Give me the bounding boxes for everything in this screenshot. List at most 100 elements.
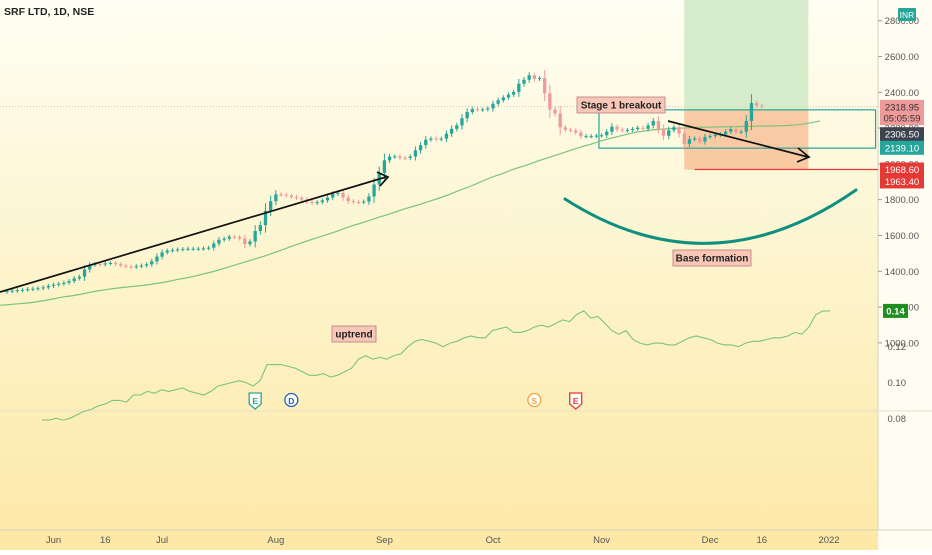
candle-body (51, 284, 56, 286)
candle-body (594, 135, 599, 137)
candle-body (160, 252, 164, 257)
candle-body (155, 256, 159, 262)
base-formation-label-text: Base formation (676, 254, 749, 265)
candle-body (465, 112, 469, 119)
candle (186, 246, 190, 252)
candle-body (393, 156, 397, 158)
candle (692, 136, 697, 142)
candle (584, 134, 588, 139)
time-tick-label: Nov (593, 535, 610, 546)
candle-body (398, 156, 402, 158)
event-marker-shape (527, 392, 542, 408)
candle-body (325, 197, 330, 201)
candle-body (341, 192, 345, 198)
candle (672, 124, 676, 133)
candle-body (300, 197, 304, 200)
price-tick-label: 1800.00 (885, 195, 919, 206)
candle (605, 129, 609, 138)
candle-body (5, 291, 9, 293)
event-marker-shape (248, 392, 262, 410)
candle-body (382, 160, 387, 173)
moving-average-line (0, 120, 821, 306)
candle (227, 234, 231, 241)
candle (625, 127, 630, 133)
candle-body (729, 129, 733, 132)
candle (26, 287, 30, 292)
candle (253, 225, 257, 248)
candle (325, 195, 330, 203)
candle-body (186, 248, 190, 250)
candle (682, 127, 686, 150)
candle-body (646, 125, 650, 129)
event-marker: D (284, 392, 299, 408)
candle-body (263, 210, 268, 226)
candle (144, 262, 149, 268)
candle-body (682, 133, 686, 144)
candle (413, 146, 418, 161)
candle-body (599, 135, 604, 137)
candle (527, 72, 531, 83)
price-tick-label: 1400.00 (885, 267, 919, 278)
candle (729, 126, 733, 134)
price-tag: 2139.10 (880, 140, 924, 155)
candle (320, 198, 325, 205)
price-tag: 1963.40 (880, 174, 924, 189)
base-formation-label: Base formation (672, 249, 752, 267)
candle-body (636, 127, 640, 130)
candle (387, 153, 392, 164)
candle-body (46, 285, 51, 288)
candle-body (563, 127, 568, 130)
candle-body (372, 184, 376, 197)
candle (289, 193, 293, 200)
candle-body (527, 75, 531, 80)
price-tag-box (880, 174, 924, 189)
candle-body (222, 238, 226, 240)
candle-body (537, 78, 542, 80)
candle (124, 263, 128, 269)
uptrend-label-text: uptrend (335, 330, 372, 341)
breakout-arrow-head (796, 147, 811, 163)
candle-body (620, 129, 624, 131)
candle-body (232, 236, 237, 238)
candle (444, 130, 449, 142)
candle-body (418, 145, 423, 151)
candle (82, 265, 87, 281)
candle-body (574, 130, 578, 133)
candle (41, 285, 45, 291)
candle (408, 154, 412, 161)
candle (150, 258, 154, 267)
candle (429, 136, 433, 142)
candle-body (310, 201, 314, 203)
candle (129, 264, 133, 270)
candle-body (258, 225, 262, 232)
candle-body (475, 109, 480, 111)
price-tag-box (880, 140, 924, 155)
candle (341, 189, 345, 201)
stage1-breakout-label: Stage 1 breakout (576, 96, 666, 114)
candle (196, 246, 200, 251)
candle (512, 89, 516, 97)
candle (434, 136, 438, 142)
candle-body (739, 131, 743, 133)
indicator-last-tag-box (883, 303, 908, 318)
candle (744, 115, 748, 138)
price-tag-box (880, 111, 924, 126)
candle (88, 261, 92, 273)
candle (222, 236, 226, 242)
event-marker-letter: E (573, 396, 579, 406)
event-marker-shape (569, 392, 583, 410)
indicator-last-tag-text: 0.14 (886, 306, 905, 317)
price-tag-text: 2318.95 (885, 102, 919, 113)
candle-body (444, 133, 449, 139)
candle-body (553, 109, 557, 114)
uptrend-arrow-line (0, 176, 387, 293)
candle (760, 103, 764, 109)
candle-body (506, 94, 511, 98)
candle-body (667, 130, 671, 136)
candle (20, 287, 25, 293)
candle-body (36, 288, 40, 290)
candle-body (672, 127, 676, 131)
candle (108, 260, 113, 266)
price-tag-box (880, 127, 924, 142)
candle-body (713, 134, 717, 136)
